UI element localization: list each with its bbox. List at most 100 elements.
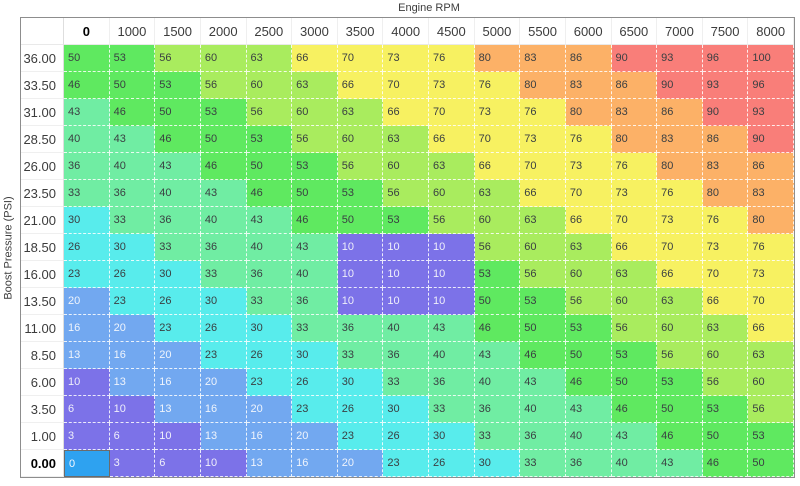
table-cell[interactable]: 70	[748, 288, 794, 315]
table-cell[interactable]: 33	[200, 261, 247, 288]
table-cell[interactable]: 53	[702, 396, 749, 423]
table-cell[interactable]: 36	[565, 450, 612, 477]
table-cell[interactable]: 43	[474, 342, 521, 369]
table-cell[interactable]: 73	[611, 180, 658, 207]
table-cell[interactable]: 76	[702, 207, 749, 234]
table-cell[interactable]: 30	[337, 369, 384, 396]
table-cell[interactable]: 33	[64, 180, 110, 207]
table-cell[interactable]: 10	[383, 288, 429, 315]
table-cell[interactable]: 6	[109, 423, 156, 450]
table-cell[interactable]: 40	[429, 342, 475, 369]
table-cell[interactable]: 60	[565, 261, 612, 288]
table-cell[interactable]: 43	[109, 126, 156, 153]
row-header-13.50[interactable]: 13.50	[21, 288, 64, 315]
col-header-7000[interactable]: 7000	[657, 18, 703, 45]
table-cell-selected[interactable]: 0	[64, 450, 110, 477]
table-cell[interactable]: 63	[702, 315, 749, 342]
table-cell[interactable]: 93	[748, 99, 794, 126]
table-cell[interactable]: 26	[337, 396, 384, 423]
table-cell[interactable]: 33	[474, 423, 521, 450]
table-cell[interactable]: 30	[292, 342, 338, 369]
table-cell[interactable]: 26	[109, 261, 156, 288]
table-cell[interactable]: 50	[657, 396, 703, 423]
table-cell[interactable]: 36	[292, 288, 338, 315]
table-cell[interactable]: 20	[246, 396, 293, 423]
table-cell[interactable]: 60	[520, 234, 566, 261]
col-header-4500[interactable]: 4500	[429, 18, 475, 45]
table-cell[interactable]: 40	[520, 396, 566, 423]
table-cell[interactable]: 46	[702, 450, 749, 477]
row-header-23.50[interactable]: 23.50	[21, 180, 64, 207]
table-cell[interactable]: 36	[155, 207, 201, 234]
table-cell[interactable]: 80	[565, 99, 612, 126]
table-cell[interactable]: 60	[246, 72, 293, 99]
table-cell[interactable]: 26	[292, 369, 338, 396]
table-cell[interactable]: 43	[657, 450, 703, 477]
table-cell[interactable]: 10	[337, 234, 384, 261]
table-cell[interactable]: 76	[520, 99, 566, 126]
col-header-0[interactable]: 0	[64, 18, 110, 45]
table-cell[interactable]: 3	[109, 450, 156, 477]
table-cell[interactable]: 50	[520, 315, 566, 342]
table-cell[interactable]: 76	[611, 153, 658, 180]
table-cell[interactable]: 76	[657, 180, 703, 207]
row-header-8.50[interactable]: 8.50	[21, 342, 64, 369]
table-cell[interactable]: 16	[155, 369, 201, 396]
table-cell[interactable]: 63	[246, 45, 293, 72]
table-cell[interactable]: 36	[383, 342, 429, 369]
col-header-1000[interactable]: 1000	[109, 18, 156, 45]
table-cell[interactable]: 50	[337, 207, 384, 234]
table-cell[interactable]: 76	[429, 45, 475, 72]
table-cell[interactable]: 56	[748, 396, 794, 423]
row-header-31.00[interactable]: 31.00	[21, 99, 64, 126]
table-cell[interactable]: 10	[337, 261, 384, 288]
table-cell[interactable]: 26	[383, 423, 429, 450]
table-cell[interactable]: 40	[64, 126, 110, 153]
table-cell[interactable]: 43	[200, 180, 247, 207]
col-header-1500[interactable]: 1500	[155, 18, 201, 45]
table-cell[interactable]: 70	[657, 234, 703, 261]
table-cell[interactable]: 73	[520, 126, 566, 153]
table-cell[interactable]: 10	[155, 423, 201, 450]
table-cell[interactable]: 20	[292, 423, 338, 450]
table-cell[interactable]: 53	[200, 99, 247, 126]
table-cell[interactable]: 66	[565, 207, 612, 234]
col-header-4000[interactable]: 4000	[383, 18, 429, 45]
table-cell[interactable]: 30	[383, 396, 429, 423]
col-header-3500[interactable]: 3500	[337, 18, 384, 45]
table-cell[interactable]: 60	[611, 288, 658, 315]
table-cell[interactable]: 53	[292, 153, 338, 180]
table-cell[interactable]: 40	[246, 234, 293, 261]
table-cell[interactable]: 60	[702, 342, 749, 369]
table-cell[interactable]: 50	[474, 288, 521, 315]
table-cell[interactable]: 40	[565, 423, 612, 450]
table-cell[interactable]: 23	[246, 369, 293, 396]
table-cell[interactable]: 10	[429, 261, 475, 288]
table-cell[interactable]: 26	[155, 288, 201, 315]
table-cell[interactable]: 40	[474, 369, 521, 396]
table-cell[interactable]: 83	[565, 72, 612, 99]
table-cell[interactable]: 13	[200, 423, 247, 450]
table-cell[interactable]: 83	[520, 45, 566, 72]
table-cell[interactable]: 16	[292, 450, 338, 477]
table-cell[interactable]: 16	[109, 342, 156, 369]
table-cell[interactable]: 63	[429, 153, 475, 180]
table-cell[interactable]: 93	[657, 45, 703, 72]
table-cell[interactable]: 50	[748, 450, 794, 477]
table-cell[interactable]: 50	[611, 369, 658, 396]
table-cell[interactable]: 43	[246, 207, 293, 234]
table-cell[interactable]: 30	[155, 261, 201, 288]
table-cell[interactable]: 56	[429, 207, 475, 234]
table-cell[interactable]: 60	[748, 369, 794, 396]
table-cell[interactable]: 90	[748, 126, 794, 153]
table-cell[interactable]: 66	[337, 72, 384, 99]
table-cell[interactable]: 53	[657, 369, 703, 396]
table-cell[interactable]: 30	[200, 288, 247, 315]
table-cell[interactable]: 73	[429, 72, 475, 99]
table-cell[interactable]: 90	[702, 99, 749, 126]
col-header-7500[interactable]: 7500	[702, 18, 749, 45]
table-cell[interactable]: 10	[109, 396, 156, 423]
row-header-0.00[interactable]: 0.00	[21, 450, 64, 477]
col-header-2000[interactable]: 2000	[200, 18, 247, 45]
col-header-5500[interactable]: 5500	[520, 18, 566, 45]
